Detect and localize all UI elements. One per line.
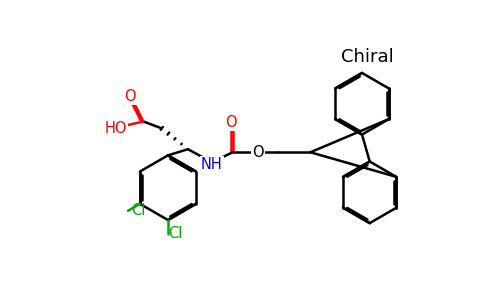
Text: NH: NH xyxy=(201,157,223,172)
Text: Cl: Cl xyxy=(168,226,183,242)
Text: O: O xyxy=(252,145,264,160)
Text: Chiral: Chiral xyxy=(341,48,394,66)
Text: HO: HO xyxy=(105,121,127,136)
Text: Cl: Cl xyxy=(132,203,146,218)
Text: O: O xyxy=(225,115,237,130)
Text: O: O xyxy=(123,88,136,104)
